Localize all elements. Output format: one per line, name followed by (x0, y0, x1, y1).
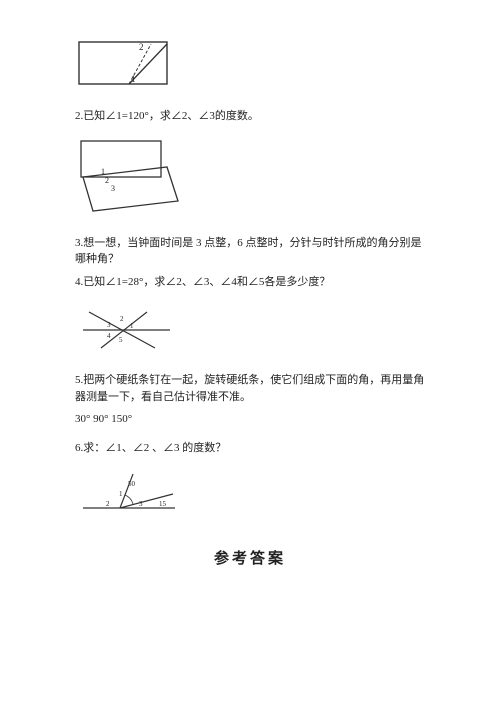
angle-label-1: 1 (131, 74, 136, 84)
angle-label-1: 1 (119, 490, 123, 498)
angle-label-1: 1 (101, 167, 105, 176)
question-3: 3.想一想，当钟面时间是 3 点整，6 点整时，分针与时针所成的角分别是哪种角？ (75, 235, 425, 268)
angle-label-2: 2 (105, 176, 109, 185)
angle-label-3: 3 (107, 321, 111, 329)
figure-2: 1 2 3 (75, 137, 425, 217)
question-2: 2.已知∠1=120°，求∠2、∠3的度数。 (75, 108, 425, 125)
figure-6-svg: 50 1 2 3 15 (75, 468, 180, 518)
angle-label-3: 3 (111, 184, 115, 193)
angle-label-3: 3 (139, 500, 143, 508)
figure-1: 2 1 (75, 38, 425, 90)
answer-title: 参考答案 (75, 548, 425, 571)
question-5-line2: 30° 90° 150° (75, 411, 425, 428)
angle-label-4: 4 (107, 332, 111, 340)
figure-2-svg: 1 2 3 (75, 137, 185, 217)
angle-label-1: 1 (130, 322, 134, 330)
figure-4: 1 2 3 4 5 (75, 302, 425, 354)
question-6: 6.求：∠1、∠2 、∠3 的度数？ (75, 440, 425, 457)
angle-value-50: 50 (128, 480, 136, 488)
angle-label-2: 2 (120, 315, 124, 323)
figure-6: 50 1 2 3 15 (75, 468, 425, 518)
question-4: 4.已知∠1=28°，求∠2、∠3、∠4和∠5各是多少度？ (75, 274, 425, 291)
figure-4-svg: 1 2 3 4 5 (75, 302, 175, 354)
angle-label-5: 5 (119, 336, 123, 344)
angle-label-2: 2 (106, 500, 110, 508)
angle-label-2: 2 (139, 42, 144, 52)
figure-1-svg: 2 1 (75, 38, 173, 90)
angle-value-15: 15 (159, 500, 167, 508)
question-5-line1: 5.把两个硬纸条钉在一起，旋转硬纸条，使它们组成下面的角，再用量角器测量一下，看… (75, 372, 425, 405)
